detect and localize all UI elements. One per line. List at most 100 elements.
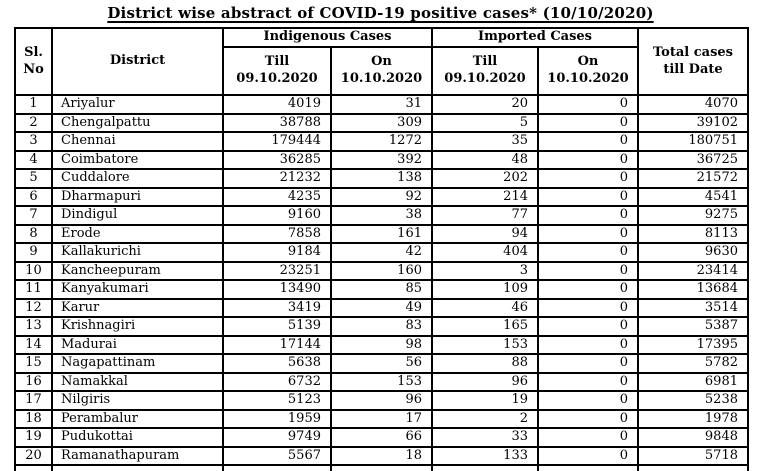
- table-row: 2 Chengalpattu 38788 309 5 0 39102: [14, 112, 749, 133]
- cell-indigenous-till: 6732: [222, 371, 332, 392]
- cell-imported-on: 0: [537, 131, 639, 152]
- cell-sl-no: 3: [14, 131, 53, 152]
- cell-district: Ramanathapuram: [51, 445, 224, 466]
- cell-indigenous-till: 5638: [222, 353, 332, 374]
- cell-total: 4070: [637, 94, 749, 115]
- cell-indigenous-till: 17144: [222, 334, 332, 355]
- cell-total: 4541: [637, 186, 749, 207]
- cell-imported-on: 0: [537, 390, 639, 411]
- cell-imported-on: 0: [537, 223, 639, 244]
- table-row: 17 Nilgiris 5123 96 19 0 5238: [14, 390, 749, 411]
- cell-district: Krishnagiri: [51, 316, 224, 337]
- cell-sl-no: 17: [14, 390, 53, 411]
- cell-imported-on: 0: [537, 94, 639, 115]
- cell-indigenous-on: 17: [330, 408, 433, 429]
- cell-indigenous-till: 4019: [222, 94, 332, 115]
- cell-district: Dindigul: [51, 205, 224, 226]
- cell-indigenous-on: 18: [330, 445, 433, 466]
- cell-total: 13684: [637, 279, 749, 300]
- cell-sl-no: 4: [14, 149, 53, 170]
- cell-imported-till: 20: [431, 94, 539, 115]
- cell-indigenous-on: 42: [330, 242, 433, 263]
- table-row: 11 Kanyakumari 13490 85 109 0 13684: [14, 279, 749, 300]
- cell-imported-on: 0: [537, 279, 639, 300]
- table-body: 1 Ariyalur 4019 31 20 0 4070 2 Chengalpa…: [14, 94, 749, 471]
- cell-total: 5718: [637, 445, 749, 466]
- cell-indigenous-till: 9160: [222, 205, 332, 226]
- table-row: 8 Erode 7858 161 94 0 8113: [14, 223, 749, 244]
- table-row: 19 Pudukottai 9749 66 33 0 9848: [14, 427, 749, 448]
- cell-imported-till: 19: [431, 390, 539, 411]
- cell-imported-till: 404: [431, 242, 539, 263]
- cell-district: Kanyakumari: [51, 279, 224, 300]
- cell-total: 1978: [637, 408, 749, 429]
- cell-imported-till: 48: [431, 149, 539, 170]
- cell-imported-on: 0: [537, 168, 639, 189]
- cell-imported-on: 0: [537, 353, 639, 374]
- cell-sl-no: 18: [14, 408, 53, 429]
- cell-sl-no: 2: [14, 112, 53, 133]
- table-row: 3 Chennai 179444 1272 35 0 180751: [14, 131, 749, 152]
- cell-indigenous-till: 9184: [222, 242, 332, 263]
- col-header-indigenous-on: On 10.10.2020: [330, 46, 433, 96]
- col-group-indigenous-cases: Indigenous Cases: [222, 27, 433, 48]
- table-row: 15 Nagapattinam 5638 56 88 0 5782: [14, 353, 749, 374]
- cell-imported-on: 0: [537, 149, 639, 170]
- cell-district: Perambalur: [51, 408, 224, 429]
- col-header-imported-on: On 10.10.2020: [537, 46, 639, 96]
- cell-imported-till: 5: [431, 112, 539, 133]
- cell-total: 9275: [637, 205, 749, 226]
- cell-district: Nagapattinam: [51, 353, 224, 374]
- cell-indigenous-on: 49: [330, 297, 433, 318]
- covid-cases-table: Sl. No District Indigenous Cases Importe…: [14, 27, 749, 471]
- cell-imported-on: 0: [537, 427, 639, 448]
- cell-district: Chennai: [51, 131, 224, 152]
- cell-indigenous-till: 1959: [222, 408, 332, 429]
- cell-indigenous-on: 160: [330, 260, 433, 281]
- cell-sl-no: 20: [14, 445, 53, 466]
- table-row: 18 Perambalur 1959 17 2 0 1978: [14, 408, 749, 429]
- cell-sl-no: 5: [14, 168, 53, 189]
- cell-imported-till: 35: [431, 131, 539, 152]
- cell-indigenous-till: 9749: [222, 427, 332, 448]
- cell-imported-till: 88: [431, 353, 539, 374]
- table-row: 1 Ariyalur 4019 31 20 0 4070: [14, 94, 749, 115]
- cell-total: 39102: [637, 112, 749, 133]
- cell-sl-no: 8: [14, 223, 53, 244]
- cell-total: 6981: [637, 371, 749, 392]
- cell-district: Cuddalore: [51, 168, 224, 189]
- cell-indigenous-on: 98: [330, 334, 433, 355]
- cell-imported-on: 0: [537, 205, 639, 226]
- cell-indigenous-on: 92: [330, 186, 433, 207]
- cell-indigenous-on: 66: [330, 427, 433, 448]
- cell-indigenous-till: 179444: [222, 131, 332, 152]
- cell-district: Madurai: [51, 334, 224, 355]
- cell-imported-till: 2: [431, 408, 539, 429]
- cell-indigenous-till: 13490: [222, 279, 332, 300]
- cell-imported-on: 0: [537, 186, 639, 207]
- cell-total: 5782: [637, 353, 749, 374]
- cell-imported-on: 0: [537, 334, 639, 355]
- cell-district: Namakkal: [51, 371, 224, 392]
- cell-sl-no: 15: [14, 353, 53, 374]
- cell-indigenous-till: 5139: [222, 316, 332, 337]
- cell-imported-till: 165: [431, 316, 539, 337]
- cell-district: Kallakurichi: [51, 242, 224, 263]
- cell-imported-on: 0: [537, 112, 639, 133]
- cell-imported-till: 153: [431, 334, 539, 355]
- cell-imported-on: 0: [537, 445, 639, 466]
- cell-total: 8113: [637, 223, 749, 244]
- cell-total: 23414: [637, 260, 749, 281]
- cell-imported-till: 214: [431, 186, 539, 207]
- cell-indigenous-on: 161: [330, 223, 433, 244]
- table-row: 13 Krishnagiri 5139 83 165 0 5387: [14, 316, 749, 337]
- table-row: 16 Namakkal 6732 153 96 0 6981: [14, 371, 749, 392]
- cell-imported-till: 202: [431, 168, 539, 189]
- table-row: 6 Dharmapuri 4235 92 214 0 4541: [14, 186, 749, 207]
- cell-indigenous-on: 31: [330, 94, 433, 115]
- cell-sl-no: 1: [14, 94, 53, 115]
- cell-total: 180751: [637, 131, 749, 152]
- cell-indigenous-on: 138: [330, 168, 433, 189]
- cell-indigenous-on: 153: [330, 371, 433, 392]
